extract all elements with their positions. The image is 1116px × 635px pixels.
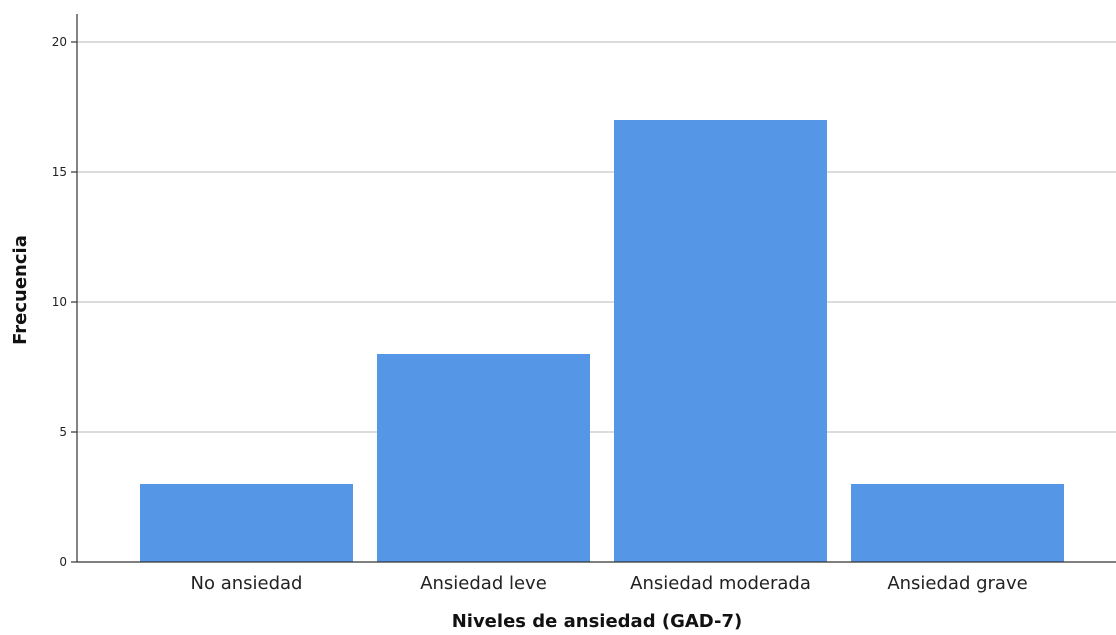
x-tick-labels: No ansiedad Ansiedad leve Ansiedad moderad… <box>191 573 1028 594</box>
bar <box>851 484 1064 562</box>
x-tick-label: Ansiedad grave <box>887 573 1027 594</box>
y-tick-label: 20 <box>52 35 67 49</box>
y-tick-label: 5 <box>59 425 67 439</box>
bar <box>140 484 353 562</box>
y-tick-label: 0 <box>59 555 67 569</box>
x-axis-title: Niveles de ansiedad (GAD-7) <box>452 611 743 632</box>
y-tick-label: 10 <box>52 295 67 309</box>
bar <box>614 120 827 562</box>
axes <box>76 14 1116 563</box>
y-tick-labels: 0 5 10 15 20 <box>52 35 77 569</box>
x-tick-label: Ansiedad leve <box>420 573 547 594</box>
y-tick-label: 15 <box>52 165 67 179</box>
bars <box>140 120 1064 562</box>
y-axis-title: Frecuencia <box>10 235 31 345</box>
x-tick-label: No ansiedad <box>191 573 303 594</box>
bar <box>377 354 590 562</box>
x-tick-label: Ansiedad moderada <box>630 573 811 594</box>
grid-lines <box>77 41 1116 433</box>
